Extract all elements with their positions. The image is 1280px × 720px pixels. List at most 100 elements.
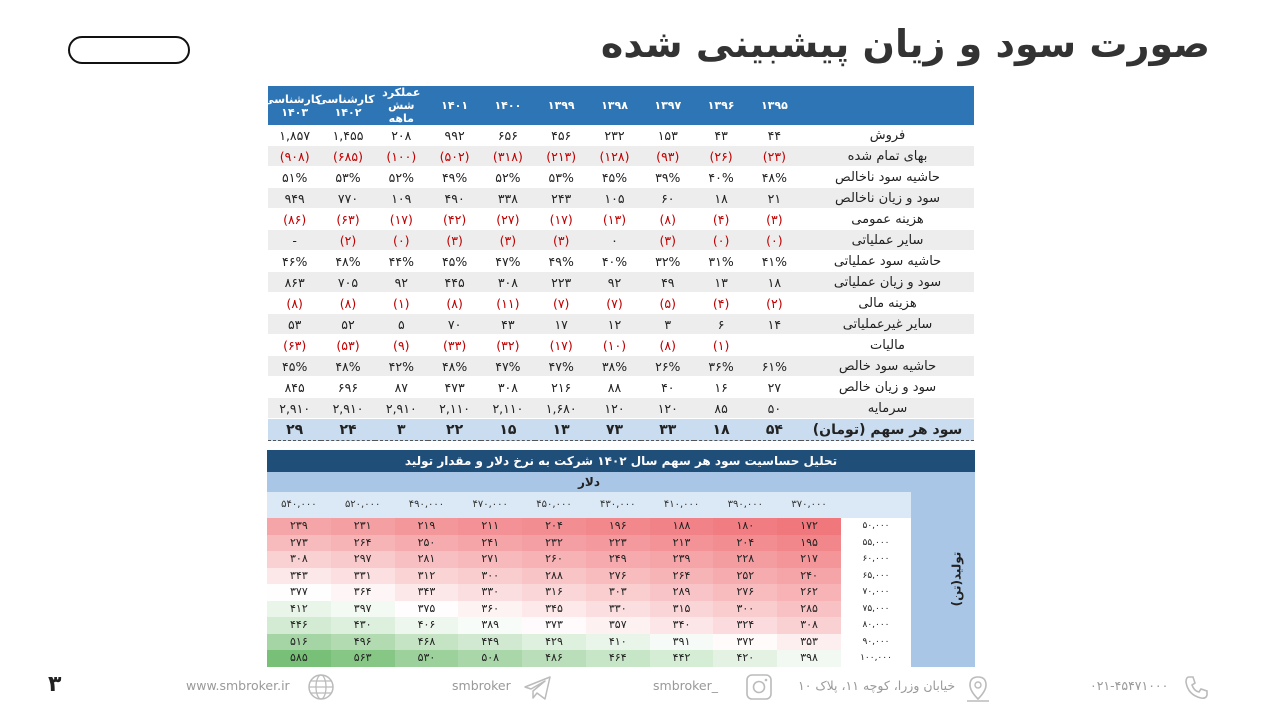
table-row: حاشیه سود عملیاتی ۴۱% ۳۱% ۳۲% ۴۰% ۴۹% ۴۷% ۴۵% ۴۴… <box>268 250 974 272</box>
sensitivity-cell: ۲۷۶ <box>713 584 778 601</box>
header-label-col <box>801 86 974 125</box>
table-cell: ۱۳ <box>694 271 748 293</box>
sensitivity-cell: ۱۷۲ <box>777 518 841 535</box>
sensitivity-cell: ۳۰۳ <box>585 584 650 601</box>
table-cell: (۱۷) <box>534 334 588 356</box>
dollar-rate-header-cell: ۴۵۰,۰۰۰ <box>536 499 572 510</box>
dollar-axis-label: دلار <box>267 472 911 492</box>
sensitivity-cell: ۱۹۶ <box>585 518 650 535</box>
sensitivity-row: ۲۴۰ ۲۵۲ ۲۶۴ ۲۷۶ ۲۸۸ ۳۰۰ ۳۱۲ ۳۳۱ ۳۴۳ ۶۵,۰۰۰ <box>267 567 911 584</box>
row-label: فروش <box>801 125 974 146</box>
table-cell: ۵۳% <box>534 166 588 188</box>
sensitivity-cell: ۲۴۹ <box>585 551 650 568</box>
table-cell: (۳) <box>481 229 535 251</box>
footer-instagram[interactable]: smbroker_ <box>653 678 719 693</box>
table-cell: (۱۲۸) <box>587 145 642 167</box>
column-header: ۱۴۰۱ <box>427 86 482 125</box>
sensitivity-cell: ۳۸۹ <box>458 617 523 634</box>
table-cell: (۱) <box>374 292 428 314</box>
table-cell: (۹) <box>374 334 428 356</box>
globe-icon[interactable] <box>305 672 337 702</box>
sensitivity-cell: ۲۱۹ <box>394 518 459 535</box>
sensitivity-title: تحلیل حساسیت سود هر سهم سال ۱۴۰۲ شرکت به… <box>267 450 975 472</box>
table-cell: ۴۹ <box>641 271 695 293</box>
table-row: سود و زیان خالص ۲۷ ۱۶ ۴۰ ۸۸ ۲۱۶ ۳۰۸ ۴۷۳ ۸۷ ۶۹۶ ۸۴۵ <box>268 376 974 398</box>
table-cell: (۰) <box>747 229 802 251</box>
dollar-rate-header-cell: ۳۹۰,۰۰۰ <box>727 499 764 510</box>
row-label: بهای تمام شده <box>801 145 974 167</box>
table-cell: (۹۳) <box>641 145 695 167</box>
table-cell: ۸۶۳ <box>268 271 322 293</box>
sensitivity-row: ۲۶۲ ۲۷۶ ۲۸۹ ۳۰۳ ۳۱۶ ۳۳۰ ۳۴۳ ۳۶۴ ۳۷۷ ۷۰,۰۰۰ <box>267 584 911 601</box>
dollar-rate-header: ۳۷۰,۰۰۰ ۳۹۰,۰۰۰ ۴۱۰,۰۰۰ ۴۳۰,۰۰۰ ۴۵۰,۰۰۰ ۴۷۰,۰… <box>267 492 911 518</box>
table-cell: ۶۹۶ <box>321 376 375 398</box>
table-cell: ۵۲% <box>374 166 428 188</box>
table-cell: (۷) <box>534 292 588 314</box>
table-cell: ۵۰ <box>747 397 802 419</box>
instagram-icon[interactable] <box>744 672 774 702</box>
table-cell: ۳۶% <box>694 355 748 377</box>
sensitivity-row: ۲۱۷ ۲۲۸ ۲۳۹ ۲۴۹ ۲۶۰ ۲۷۱ ۲۸۱ ۲۹۷ ۳۰۸ ۶۰,۰۰۰ <box>267 551 911 568</box>
table-cell: ۴۵% <box>268 355 322 377</box>
table-cell: ۲,۹۱۰ <box>321 397 375 419</box>
production-row-label: ۷۰,۰۰۰ <box>841 584 911 601</box>
sensitivity-cell: ۲۵۰ <box>394 534 459 551</box>
sensitivity-cell: ۴۲۰ <box>713 650 778 667</box>
table-cell: ۱۷ <box>534 313 588 335</box>
sensitivity-cell: ۵۱۶ <box>267 633 331 650</box>
sensitivity-cell: ۵۰۸ <box>458 650 523 667</box>
row-label: سود و زیان خالص <box>801 376 974 398</box>
table-cell: ۸۸ <box>587 376 642 398</box>
sensitivity-cell: ۲۳۹ <box>649 551 714 568</box>
sensitivity-row: ۱۹۵ ۲۰۴ ۲۱۳ ۲۲۳ ۲۳۲ ۲۴۱ ۲۵۰ ۲۶۴ ۲۷۳ ۵۵,۰۰۰ <box>267 534 911 551</box>
sensitivity-cell: ۳۱۶ <box>522 584 586 601</box>
table-cell: ۴۰% <box>587 250 642 272</box>
sensitivity-cell: ۳۳۰ <box>458 584 523 601</box>
sensitivity-cell: ۳۴۵ <box>522 600 586 617</box>
table-cell: ۴۸% <box>427 355 482 377</box>
table-cell: ۱۲ <box>587 313 642 335</box>
table-cell: ۷۰۵ <box>321 271 375 293</box>
footer-telegram[interactable]: smbroker <box>452 678 511 693</box>
table-cell: ۱۵۳ <box>641 125 695 146</box>
table-row: مالیات (۱) (۸) (۱۰) (۱۷) (۳۲) (۳۳) (۹) (۵۳) (۶۳) <box>268 334 974 356</box>
footer-website[interactable]: www.smbroker.ir <box>186 678 290 693</box>
sensitivity-cell: ۳۰۸ <box>777 617 841 634</box>
table-row: حاشیه سود ناخالص ۴۸% ۴۰% ۳۹% ۴۵% ۵۳% ۵۲% ۴۹% ۵۲%… <box>268 166 974 188</box>
sensitivity-cell: ۳۷۳ <box>522 617 586 634</box>
table-cell: ۴۷% <box>534 355 588 377</box>
table-cell: (۳) <box>427 229 482 251</box>
column-header: ۱۳۹۶ <box>694 86 748 125</box>
production-row-label: ۹۰,۰۰۰ <box>841 633 911 650</box>
production-row-label: ۱۰۰,۰۰۰ <box>841 650 911 667</box>
sensitivity-cell: ۴۳۰ <box>330 617 395 634</box>
table-cell: ۴۴۵ <box>427 271 482 293</box>
table-cell: ۲۴ <box>321 418 375 441</box>
table-cell: (۸) <box>268 292 322 314</box>
sensitivity-cell: ۲۲۳ <box>585 534 650 551</box>
column-header: ۱۳۹۷ <box>641 86 695 125</box>
row-label: سرمایه <box>801 397 974 419</box>
sensitivity-cell: ۲۱۷ <box>777 551 841 568</box>
footer-phone: ۰۲۱-۴۵۴۷۱۰۰۰ <box>1090 678 1169 693</box>
sensitivity-cell: ۳۹۱ <box>649 633 714 650</box>
column-header: ۱۳۹۸ <box>587 86 642 125</box>
table-cell: (۲۱۳) <box>534 145 588 167</box>
table-cell: ۱,۶۸۰ <box>534 397 588 419</box>
table-cell: ۱,۸۵۷ <box>268 125 322 146</box>
dollar-rate-header-cell: ۵۲۰,۰۰۰ <box>344 499 381 510</box>
location-icon <box>967 676 989 702</box>
production-axis-panel: تولید(تن) <box>911 472 975 667</box>
table-cell: (۶۳) <box>268 334 322 356</box>
sensitivity-cell: ۳۴۳ <box>267 567 331 584</box>
row-label: سود هر سهم (تومان) <box>801 418 974 441</box>
sensitivity-cell: ۴۶۸ <box>394 633 459 650</box>
table-cell: ۵۲ <box>321 313 375 335</box>
sensitivity-cell: ۲۸۱ <box>394 551 459 568</box>
telegram-icon[interactable] <box>522 674 554 702</box>
table-cell: (۴۲) <box>427 208 482 230</box>
sensitivity-cell: ۲۸۹ <box>649 584 714 601</box>
table-cell: ۴۲% <box>374 355 428 377</box>
table-cell: ۴۵% <box>427 250 482 272</box>
column-header: ۱۴۰۰ <box>481 86 535 125</box>
